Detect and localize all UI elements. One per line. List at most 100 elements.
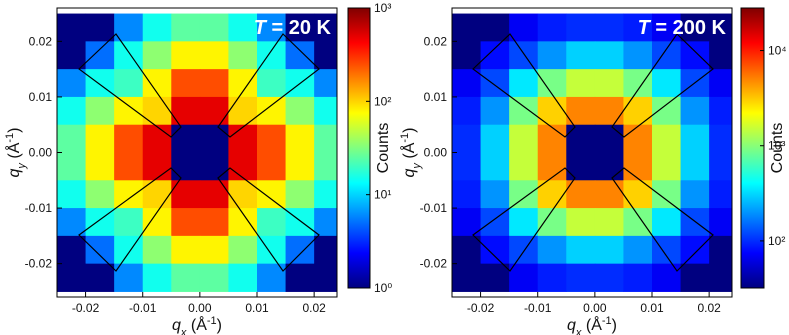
- y-tick-label: -0.01: [420, 201, 448, 215]
- heat-cell: [623, 208, 653, 237]
- heat-cell: [537, 96, 567, 126]
- heat-cell: [566, 124, 596, 153]
- heat-cell: [228, 152, 258, 181]
- heat-cell: [652, 235, 682, 265]
- y-tick-label: 0.00: [29, 146, 53, 160]
- heat-cell: [594, 235, 624, 265]
- heat-cell: [509, 69, 539, 98]
- heat-cell: [142, 41, 172, 70]
- heat-cell: [680, 124, 710, 153]
- heat-cell: [171, 13, 201, 42]
- heat-cell: [114, 41, 144, 70]
- heat-cell: [709, 263, 732, 292]
- heat-cell: [652, 13, 682, 42]
- heat-cell: [566, 263, 596, 292]
- heat-cell: [228, 69, 258, 98]
- heat-cell: [228, 124, 258, 153]
- heat-cell: [199, 263, 229, 292]
- heat-cell: [171, 235, 201, 265]
- xlabel-part: ): [612, 317, 617, 334]
- heat-cell: [452, 152, 482, 181]
- heat-cell: [594, 96, 624, 126]
- heat-cell: [171, 208, 201, 237]
- heat-cell: [85, 13, 115, 42]
- heat-cell: [57, 96, 87, 126]
- heat-cell: [314, 152, 337, 181]
- heat-cell: [57, 208, 87, 237]
- heat-cell: [199, 13, 229, 42]
- heat-cell: [114, 208, 144, 237]
- heat-cell: [285, 13, 315, 42]
- heat-cell: [228, 263, 258, 292]
- sector: [78, 167, 182, 272]
- heat-cell: [142, 180, 172, 209]
- x-tick-label: 0.00: [188, 301, 212, 315]
- xlabel-part: (Å: [186, 315, 207, 334]
- x-tick-label: -0.02: [72, 301, 100, 315]
- heat-cell: [480, 124, 510, 153]
- heat-cell: [285, 208, 315, 237]
- heat-cell: [537, 208, 567, 237]
- heat-cell: [199, 124, 229, 153]
- xlabel-part: q: [172, 317, 181, 334]
- colorbar-tick-label: 10³: [768, 139, 785, 153]
- heat-cell: [228, 41, 258, 70]
- heat-cell: [480, 41, 510, 70]
- heat-cell: [142, 124, 172, 153]
- heat-cell: [537, 124, 567, 153]
- x-tick-label: -0.01: [129, 301, 157, 315]
- heat-cell: [680, 263, 710, 292]
- heat-cell: [114, 124, 144, 153]
- colorbar-label: Counts: [769, 123, 786, 174]
- heat-cell: [452, 96, 482, 126]
- heat-cell: [709, 96, 732, 126]
- heat-cell: [257, 152, 287, 181]
- heat-cell: [228, 208, 258, 237]
- heat-cell: [142, 235, 172, 265]
- heat-cell: [509, 124, 539, 153]
- heat-cell: [171, 69, 201, 98]
- heat-cell: [709, 180, 732, 209]
- heat-cell: [680, 235, 710, 265]
- heat-cell: [85, 152, 115, 181]
- heat-cell: [537, 152, 567, 181]
- ylabel-part: (Å: [399, 142, 418, 163]
- heat-cell: [594, 180, 624, 209]
- heat-cell: [623, 96, 653, 126]
- heat-cell: [452, 235, 482, 265]
- heat-cell: [171, 180, 201, 209]
- heat-cell: [114, 235, 144, 265]
- x-tick-label: 0.00: [583, 301, 607, 315]
- annotation-part: = 20 K: [266, 17, 332, 39]
- annotation-part: = 200 K: [650, 17, 727, 39]
- sectors: [78, 33, 714, 272]
- heat-cell: [566, 180, 596, 209]
- ylabel-part: ): [401, 128, 418, 133]
- heat-cell: [285, 96, 315, 126]
- heat-cell: [257, 263, 287, 292]
- heat-cell: [57, 180, 87, 209]
- heat-cell: [257, 208, 287, 237]
- heat-cell: [709, 124, 732, 153]
- heat-cell: [509, 263, 539, 292]
- annotation-part: T: [638, 17, 652, 39]
- heat-cell: [114, 13, 144, 42]
- heat-cell: [623, 152, 653, 181]
- heat-cell: [285, 124, 315, 153]
- y-axis-label: qy (Å-1): [399, 128, 423, 178]
- heat-cell: [452, 180, 482, 209]
- heat-cell: [199, 235, 229, 265]
- heat-cell: [623, 263, 653, 292]
- heat-cell: [85, 69, 115, 98]
- heat-cell: [709, 41, 732, 70]
- sector-set: [472, 33, 714, 272]
- x-tick-label: 0.01: [640, 301, 664, 315]
- heat-cell: [680, 13, 710, 42]
- heat-cell: [199, 152, 229, 181]
- heat-cell: [114, 69, 144, 98]
- heat-cell: [680, 41, 710, 70]
- annotation: T = 20 K: [254, 17, 332, 39]
- heat-cell: [652, 96, 682, 126]
- heat-cell: [199, 41, 229, 70]
- heat-cell: [537, 263, 567, 292]
